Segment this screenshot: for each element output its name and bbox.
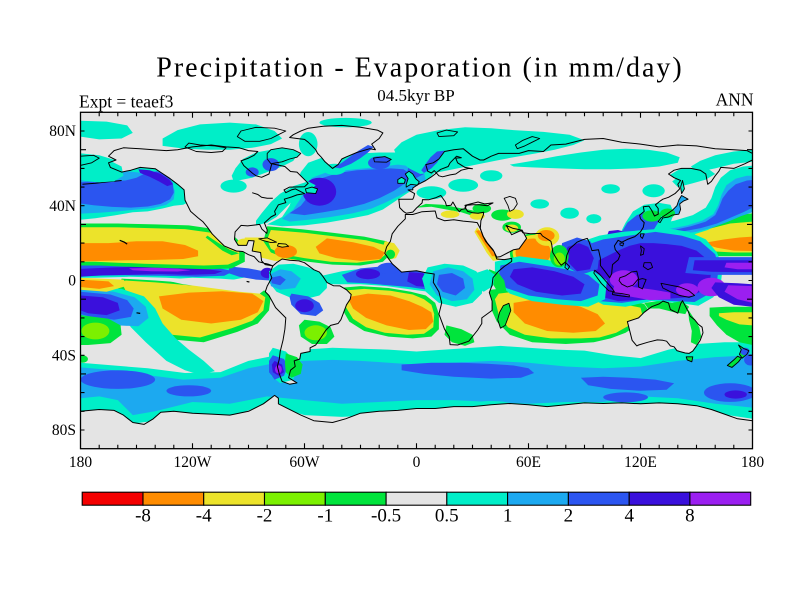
svg-text:-1: -1	[317, 506, 333, 527]
svg-text:Expt = teaef3: Expt = teaef3	[79, 92, 174, 112]
svg-text:80S: 80S	[52, 422, 76, 439]
svg-text:-2: -2	[257, 506, 273, 527]
svg-text:0.5: 0.5	[435, 506, 459, 527]
svg-text:4: 4	[624, 506, 634, 527]
svg-text:180: 180	[741, 454, 765, 471]
svg-text:1: 1	[503, 506, 513, 527]
svg-text:-8: -8	[135, 506, 151, 527]
svg-text:60E: 60E	[516, 454, 541, 471]
svg-text:120E: 120E	[624, 454, 657, 471]
svg-text:2: 2	[564, 506, 574, 527]
svg-text:-4: -4	[196, 506, 212, 527]
svg-text:8: 8	[685, 506, 695, 527]
svg-text:ANN: ANN	[716, 90, 754, 110]
svg-text:120W: 120W	[174, 454, 212, 471]
svg-text:80N: 80N	[49, 123, 76, 140]
svg-text:40S: 40S	[52, 347, 76, 364]
svg-text:60W: 60W	[289, 454, 320, 471]
svg-text:40N: 40N	[49, 198, 76, 215]
svg-text:-0.5: -0.5	[371, 506, 401, 527]
svg-text:Precipitation - Evaporation (i: Precipitation - Evaporation (in mm/day)	[156, 53, 683, 84]
svg-text:0: 0	[413, 454, 421, 471]
svg-text:04.5kyr BP: 04.5kyr BP	[377, 86, 454, 105]
svg-text:180: 180	[69, 454, 93, 471]
svg-text:0: 0	[68, 273, 76, 290]
